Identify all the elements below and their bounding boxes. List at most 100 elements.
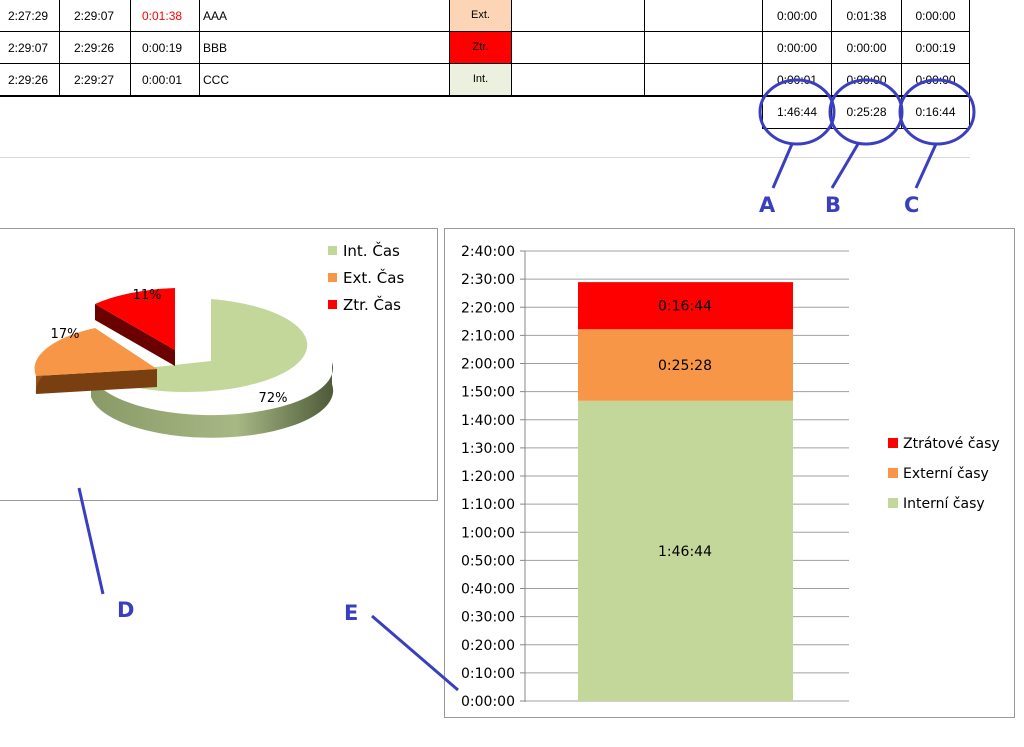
bar-label-ztr: 0:16:44 — [658, 299, 712, 315]
y-tick-label: 0:30:00 — [461, 610, 515, 626]
col-divider — [831, 0, 832, 129]
total-ext: 0:25:28 — [846, 105, 887, 119]
annotation-pointer-c — [914, 143, 938, 189]
annotation-pointer-a — [771, 143, 794, 189]
y-tick-label: 1:10:00 — [461, 497, 515, 513]
y-tick-label: 1:50:00 — [461, 385, 515, 401]
bar-label-int: 1:46:44 — [658, 544, 712, 560]
legend-label-ext: Externí časy — [903, 466, 989, 482]
legend-swatch-ext — [328, 273, 337, 282]
bar-label-ext: 0:25:28 — [658, 358, 712, 374]
y-tick-label: 1:30:00 — [461, 441, 515, 457]
pie-slice-side-int — [91, 362, 334, 438]
cell-int: 0:00:00 — [776, 9, 818, 23]
bar-chart-svg: 0:00:00 0:10:00 0:20:00 0:30:00 0:40:00 0:50:… — [461, 244, 1000, 710]
stacked-bar-chart: 0:00:00 0:10:00 0:20:00 0:30:00 0:40:00 0:50:… — [444, 228, 1015, 718]
y-tick-label: 1:00:00 — [461, 525, 515, 541]
annotation-label-c: C — [904, 193, 920, 217]
cell-duration: 0:01:38 — [142, 9, 183, 23]
spreadsheet-table: Ext. Ztr. Int. 2:27:29 2:29:07 0:01:38 A… — [0, 0, 1024, 160]
pie-slice-side-ext — [36, 369, 157, 394]
col-divider — [511, 0, 512, 96]
legend-swatch-int — [888, 498, 898, 508]
cell-end: 2:29:07 — [74, 9, 115, 23]
y-tick-label: 0:00:00 — [461, 694, 515, 710]
bar-segment-int — [578, 400, 793, 701]
annotation-pointer-b — [830, 143, 860, 189]
bar-segment-ztr — [578, 282, 793, 330]
annotation-circle-b — [828, 78, 904, 146]
legend-label-ztr: Ztrátové časy — [903, 436, 1000, 452]
pie-chart: 72% 17% 11% Int. Čas Ext. Čas Ztr. Čas — [0, 228, 438, 501]
y-tick-label: 2:40:00 — [461, 244, 515, 260]
legend-swatch-ztr — [328, 300, 337, 309]
y-tick-label: 1:20:00 — [461, 469, 515, 485]
cell-duration: 0:00:19 — [142, 41, 183, 55]
y-tick-label: 2:00:00 — [461, 357, 515, 373]
y-tick-label: 2:20:00 — [461, 300, 515, 316]
legend-label-ext: Ext. Čas — [343, 268, 404, 287]
col-divider — [901, 0, 902, 129]
annotation-circle-a — [758, 78, 836, 146]
cell-start: 2:29:07 — [8, 41, 49, 55]
col-divider — [449, 0, 450, 96]
row-divider — [0, 31, 970, 32]
pie-label-ext: 17% — [51, 327, 80, 342]
row-divider — [0, 63, 970, 64]
cell-name: AAA — [203, 9, 228, 23]
legend-swatch-ztr — [888, 438, 898, 448]
annotation-circle-c — [898, 78, 976, 146]
col-divider — [199, 0, 200, 96]
annotation-label-e: E — [344, 601, 359, 625]
table-bottom-border — [0, 95, 970, 97]
type-tag-ztr: Ztr. — [450, 32, 511, 63]
legend-label-ztr: Ztr. Čas — [343, 295, 401, 314]
y-axis-ticks: 0:00:00 0:10:00 0:20:00 0:30:00 0:40:00 0:50:… — [461, 244, 525, 710]
cell-end: 2:29:26 — [74, 41, 115, 55]
col-divider — [762, 0, 763, 129]
annotation-label-d: D — [117, 598, 135, 622]
cell-ztr: 0:00:00 — [915, 9, 956, 23]
bar-segment-ext — [578, 329, 793, 401]
col-divider — [644, 0, 645, 96]
cell-ext: 0:01:38 — [846, 9, 887, 23]
cell-name: BBB — [203, 41, 228, 55]
cell-end: 2:29:27 — [74, 73, 115, 87]
legend-swatch-int — [328, 246, 337, 255]
col-divider — [969, 0, 970, 129]
y-tick-label: 0:20:00 — [461, 638, 515, 654]
y-tick-label: 0:10:00 — [461, 666, 515, 682]
col-divider — [130, 0, 131, 96]
annotation-label-b: B — [825, 193, 842, 217]
y-tick-label: 2:30:00 — [461, 272, 515, 288]
pie-label-int: 72% — [259, 391, 288, 406]
cell-duration: 0:00:01 — [142, 73, 183, 87]
cell-ztr: 0:00:19 — [915, 41, 956, 55]
pie-chart-svg: 72% 17% 11% Int. Čas Ext. Čas Ztr. Čas — [34, 241, 404, 438]
col-divider — [59, 0, 60, 96]
y-tick-label: 0:40:00 — [461, 582, 515, 598]
total-int: 1:46:44 — [776, 105, 818, 119]
type-tag-int: Int. — [450, 64, 511, 95]
type-tag-ext: Ext. — [450, 0, 511, 31]
cell-name: CCC — [203, 73, 229, 87]
gridline — [0, 157, 970, 158]
pie-slice-side-ztr — [95, 304, 175, 366]
y-tick-label: 0:50:00 — [461, 553, 515, 569]
legend-label-int: Int. Čas — [343, 241, 400, 260]
legend-swatch-ext — [888, 468, 898, 478]
y-tick-label: 1:40:00 — [461, 413, 515, 429]
cell-start: 2:27:29 — [8, 9, 49, 23]
annotation-pointer-e — [371, 614, 459, 692]
cell-start: 2:29:26 — [8, 73, 49, 87]
annotation-pointer-d — [77, 487, 105, 595]
pie-slice-ztr — [95, 288, 175, 350]
cell-ext: 0:00:00 — [846, 41, 887, 55]
annotation-label-a: A — [759, 193, 776, 217]
cell-int: 0:00:00 — [776, 41, 818, 55]
totals-bottom-border — [762, 128, 970, 129]
total-ztr: 0:16:44 — [915, 105, 956, 119]
legend-label-int: Interní časy — [903, 496, 985, 512]
pie-slice-ext — [34, 328, 157, 376]
